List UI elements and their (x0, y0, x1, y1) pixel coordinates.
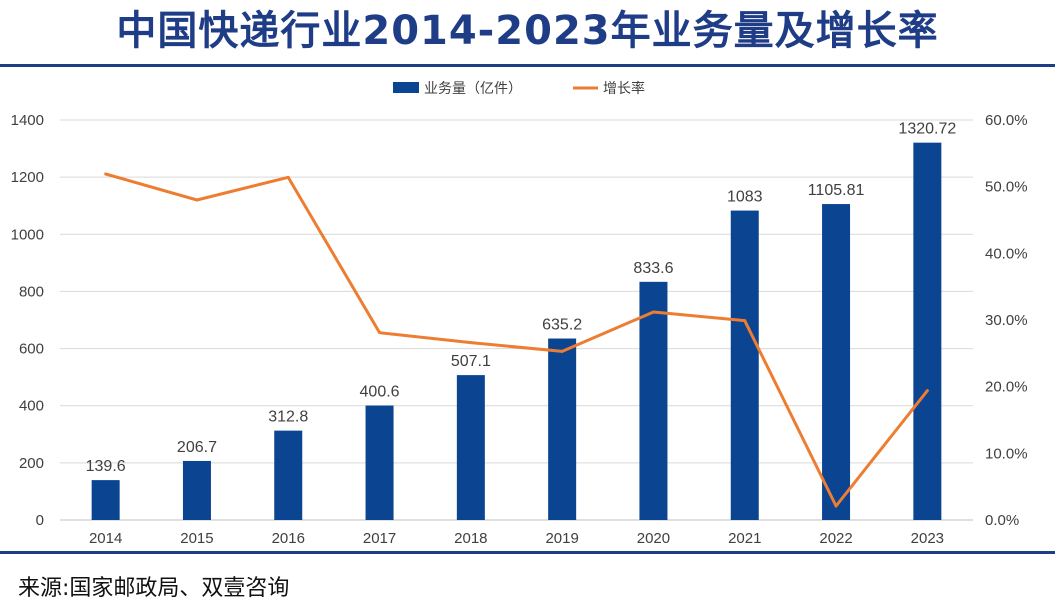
growth-rate-point (378, 331, 382, 335)
bar-value-label: 1320.72 (898, 121, 956, 138)
legend-label-line: 增长率 (603, 80, 645, 97)
bar (548, 338, 577, 520)
y-tick-label: 600 (19, 341, 44, 358)
x-tick-label: 2022 (819, 530, 852, 547)
y-tick-label: 1400 (11, 112, 44, 129)
bar (639, 281, 668, 520)
bar (730, 210, 759, 521)
growth-rate-point (743, 319, 747, 323)
bar-value-label: 206.7 (177, 439, 217, 456)
x-tick-label: 2020 (637, 530, 670, 547)
legend-swatch-bar (393, 82, 419, 93)
y2-tick-label: 30.0% (985, 312, 1028, 329)
bar (274, 430, 303, 520)
bar (182, 460, 211, 520)
y2-tick-label: 10.0% (985, 445, 1028, 462)
bar (91, 480, 120, 520)
bar-value-label: 1083 (727, 189, 763, 206)
y2-tick-label: 60.0% (985, 112, 1028, 129)
growth-rate-line (105, 172, 929, 508)
bar (913, 142, 942, 520)
growth-rate-point (104, 172, 108, 176)
growth-rate-point (834, 504, 838, 508)
y2-tick-label: 0.0% (985, 512, 1019, 529)
y2-tick-label: 40.0% (985, 245, 1028, 262)
y-tick-label: 1200 (11, 169, 44, 186)
x-tick-label: 2018 (454, 530, 487, 547)
x-tick-label: 2017 (363, 530, 396, 547)
x-tick-label: 2021 (728, 530, 761, 547)
y-tick-label: 200 (19, 455, 44, 472)
bar (365, 405, 394, 520)
growth-rate-point (286, 175, 290, 179)
bar-value-label: 635.2 (542, 317, 582, 334)
chart-title: 中国快递行业2014-2023年业务量及增长率 (116, 8, 939, 54)
x-tick-label: 2019 (545, 530, 578, 547)
bar-value-label: 312.8 (268, 409, 308, 426)
title-divider (0, 64, 1055, 67)
bar-value-label: 1105.81 (808, 182, 865, 199)
y2-tick-label: 50.0% (985, 179, 1028, 196)
growth-rate-point (469, 341, 473, 345)
source-note: 来源:国家邮政局、双壹咨询 (18, 576, 290, 601)
y-tick-label: 400 (19, 398, 44, 415)
growth-rate-point (925, 389, 929, 393)
footer-divider (0, 551, 1055, 554)
y-tick-label: 0 (36, 512, 44, 529)
bar-value-label: 833.6 (633, 260, 673, 277)
chart: 0 200 400 600 800 1000 1200 1400 0.0% 10.0% 20.0% 3… (11, 80, 1028, 547)
bar-value-label: 507.1 (451, 353, 491, 370)
x-tick-label: 2014 (89, 530, 122, 547)
bar (456, 375, 485, 520)
bar-value-label: 400.6 (360, 384, 400, 401)
growth-rate-point (560, 349, 564, 353)
y-tick-label: 800 (19, 283, 44, 300)
legend-label-bar: 业务量（亿件） (424, 81, 522, 97)
bar-value-label: 139.6 (86, 458, 126, 475)
x-tick-label: 2015 (180, 530, 213, 547)
growth-rate-point (651, 310, 655, 314)
y-tick-label: 1000 (11, 226, 44, 243)
y2-tick-label: 20.0% (985, 379, 1028, 396)
bar (822, 204, 851, 520)
x-tick-label: 2023 (911, 530, 944, 547)
growth-rate-point (195, 198, 199, 202)
x-tick-label: 2016 (272, 530, 305, 547)
